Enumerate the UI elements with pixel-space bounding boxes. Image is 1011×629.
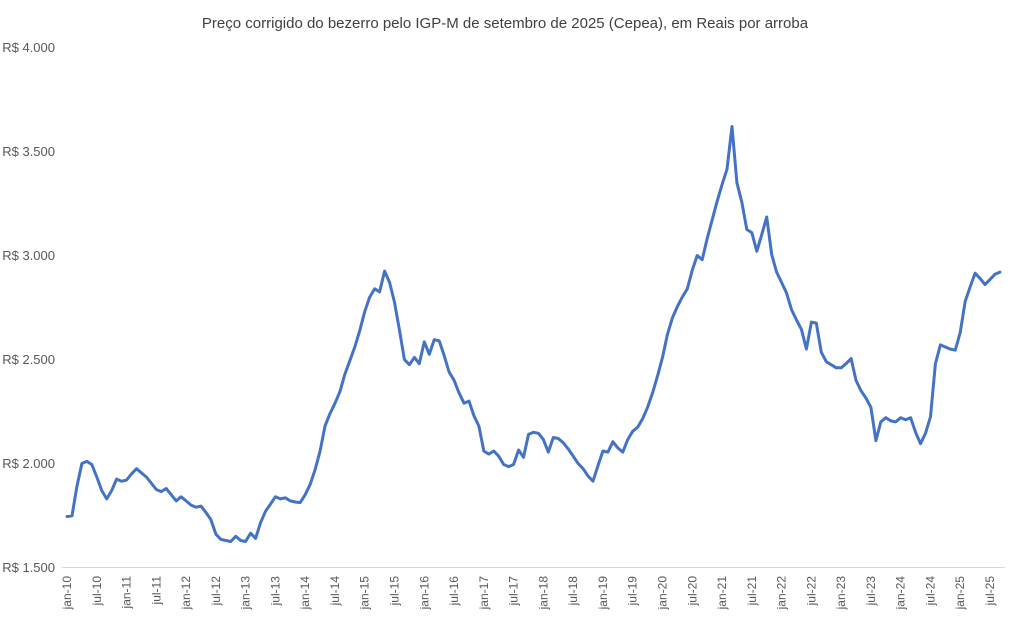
x-tick-label: jan-21 <box>715 576 729 611</box>
x-tick-label: jan-24 <box>894 576 908 611</box>
x-tick-label: jul-17 <box>507 576 521 607</box>
x-tick-label: jan-20 <box>656 576 670 611</box>
x-tick-label: jan-17 <box>477 576 491 611</box>
x-tick-label: jan-14 <box>298 576 312 611</box>
price-line <box>65 125 1002 543</box>
x-tick-label: jan-15 <box>358 576 372 611</box>
x-tick-label: jan-12 <box>179 576 193 611</box>
x-tick-label: jul-15 <box>388 576 402 607</box>
x-tick-label: jan-11 <box>120 576 134 610</box>
x-tick-label: jul-25 <box>983 576 997 607</box>
x-tick-label: jul-11 <box>149 576 163 606</box>
x-tick-label: jan-22 <box>775 576 789 611</box>
x-tick-label: jul-20 <box>685 576 699 607</box>
x-tick-label: jul-19 <box>626 576 640 607</box>
x-tick-label: jul-10 <box>90 576 104 607</box>
x-tick-label: jan-10 <box>60 576 74 611</box>
x-tick-label: jul-12 <box>209 576 223 607</box>
x-tick-label: jan-13 <box>239 576 253 611</box>
x-tick-label: jan-18 <box>536 576 550 611</box>
x-tick-label: jul-14 <box>328 576 342 607</box>
y-tick-label: R$ 2.000 <box>2 456 55 471</box>
y-tick-label: R$ 3.000 <box>2 248 55 263</box>
y-tick-label: R$ 1.500 <box>2 560 55 575</box>
x-tick-label: jul-23 <box>864 576 878 607</box>
y-tick-label: R$ 2.500 <box>2 352 55 367</box>
x-tick-label: jan-23 <box>834 576 848 611</box>
x-tick-label: jan-25 <box>953 576 967 611</box>
y-axis-labels: R$ 1.500 R$ 2.000 R$ 2.500 R$ 3.000 R$ 3.500… <box>2 40 55 575</box>
x-tick-label: jan-19 <box>596 576 610 611</box>
x-tick-label: jul-24 <box>924 576 938 607</box>
x-tick-label: jan-16 <box>417 576 431 611</box>
x-tick-label: jul-18 <box>566 576 580 607</box>
x-tick-label: jul-13 <box>268 576 282 607</box>
x-tick-label: jul-16 <box>447 576 461 607</box>
x-tick-label: jul-22 <box>804 576 818 607</box>
x-axis-labels: jan-10 jul-10 jan-11 jul-11 jan-12 jul-12 jan-… <box>60 576 997 611</box>
y-tick-label: R$ 4.000 <box>2 40 55 55</box>
chart-title: Preço corrigido do bezerro pelo IGP-M de… <box>202 15 809 32</box>
y-tick-label: R$ 3.500 <box>2 144 55 159</box>
x-tick-label: jul-21 <box>745 576 759 607</box>
